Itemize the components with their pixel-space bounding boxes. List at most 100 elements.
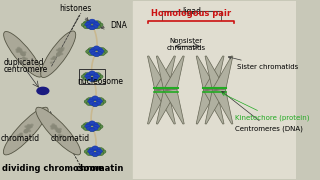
Bar bbox=[133, 1, 296, 179]
Circle shape bbox=[97, 98, 104, 102]
Circle shape bbox=[19, 134, 22, 135]
Circle shape bbox=[56, 129, 59, 131]
Circle shape bbox=[22, 57, 25, 58]
Text: DNA: DNA bbox=[101, 21, 127, 30]
Circle shape bbox=[95, 148, 101, 151]
Circle shape bbox=[89, 152, 95, 155]
Circle shape bbox=[94, 24, 101, 29]
Circle shape bbox=[52, 126, 55, 127]
Circle shape bbox=[94, 76, 101, 81]
Circle shape bbox=[51, 128, 53, 129]
Circle shape bbox=[23, 54, 25, 55]
Circle shape bbox=[28, 126, 30, 127]
Ellipse shape bbox=[41, 31, 76, 78]
Circle shape bbox=[86, 73, 92, 76]
Circle shape bbox=[97, 149, 102, 153]
Circle shape bbox=[58, 131, 60, 132]
Circle shape bbox=[89, 19, 95, 23]
Circle shape bbox=[25, 130, 27, 131]
Circle shape bbox=[84, 24, 91, 29]
Circle shape bbox=[25, 126, 27, 127]
Text: Kinetochore (protein): Kinetochore (protein) bbox=[222, 93, 310, 121]
Circle shape bbox=[94, 53, 100, 57]
Circle shape bbox=[88, 100, 94, 103]
Circle shape bbox=[92, 97, 99, 101]
Circle shape bbox=[25, 131, 28, 133]
Circle shape bbox=[86, 25, 92, 28]
Circle shape bbox=[16, 51, 19, 52]
Circle shape bbox=[28, 127, 31, 128]
Circle shape bbox=[86, 21, 92, 24]
Text: Sister chromatids: Sister chromatids bbox=[228, 56, 298, 69]
Circle shape bbox=[89, 127, 96, 131]
Text: ligad: ligad bbox=[182, 7, 201, 16]
Circle shape bbox=[84, 126, 91, 131]
Circle shape bbox=[57, 49, 59, 51]
Text: nucleosome: nucleosome bbox=[77, 77, 124, 86]
Circle shape bbox=[60, 49, 62, 51]
Circle shape bbox=[58, 50, 61, 51]
Circle shape bbox=[23, 59, 26, 61]
Text: duplicated: duplicated bbox=[4, 58, 44, 67]
Circle shape bbox=[94, 46, 100, 50]
Circle shape bbox=[92, 102, 99, 106]
Circle shape bbox=[22, 53, 24, 54]
Circle shape bbox=[58, 53, 60, 54]
Polygon shape bbox=[205, 89, 225, 124]
Circle shape bbox=[59, 129, 61, 130]
Circle shape bbox=[56, 128, 58, 129]
Circle shape bbox=[57, 130, 60, 131]
Circle shape bbox=[96, 23, 103, 27]
Circle shape bbox=[86, 127, 92, 130]
Circle shape bbox=[97, 151, 104, 156]
Circle shape bbox=[84, 76, 91, 81]
Circle shape bbox=[24, 131, 27, 133]
Circle shape bbox=[97, 101, 104, 106]
Circle shape bbox=[81, 75, 88, 79]
Circle shape bbox=[100, 50, 108, 54]
Circle shape bbox=[89, 128, 95, 132]
Circle shape bbox=[55, 128, 57, 129]
Circle shape bbox=[21, 53, 23, 54]
Circle shape bbox=[21, 53, 23, 55]
Circle shape bbox=[92, 103, 98, 107]
Circle shape bbox=[26, 129, 28, 131]
Circle shape bbox=[18, 47, 20, 49]
Circle shape bbox=[28, 125, 31, 127]
Circle shape bbox=[19, 49, 21, 50]
Circle shape bbox=[18, 49, 20, 51]
Text: centromere: centromere bbox=[4, 65, 48, 74]
Circle shape bbox=[94, 23, 100, 26]
Circle shape bbox=[58, 131, 60, 132]
Circle shape bbox=[57, 130, 59, 132]
Circle shape bbox=[84, 123, 91, 127]
Circle shape bbox=[54, 126, 57, 128]
Circle shape bbox=[58, 53, 60, 55]
Circle shape bbox=[92, 73, 98, 76]
Circle shape bbox=[89, 72, 96, 76]
Polygon shape bbox=[164, 56, 184, 91]
Circle shape bbox=[25, 131, 27, 133]
Circle shape bbox=[92, 147, 99, 151]
Polygon shape bbox=[155, 56, 175, 91]
Circle shape bbox=[62, 48, 64, 49]
Circle shape bbox=[18, 50, 20, 51]
Circle shape bbox=[94, 73, 101, 77]
Circle shape bbox=[84, 100, 91, 104]
Circle shape bbox=[60, 53, 63, 55]
Circle shape bbox=[89, 77, 96, 81]
Circle shape bbox=[85, 75, 91, 78]
Circle shape bbox=[56, 130, 58, 132]
Circle shape bbox=[92, 152, 99, 156]
Circle shape bbox=[86, 77, 92, 80]
Circle shape bbox=[97, 48, 102, 51]
Circle shape bbox=[86, 151, 93, 156]
Circle shape bbox=[61, 135, 63, 137]
Circle shape bbox=[92, 25, 98, 28]
Circle shape bbox=[57, 130, 59, 131]
Polygon shape bbox=[148, 56, 168, 91]
Text: Centromeres (DNA): Centromeres (DNA) bbox=[222, 91, 303, 132]
Circle shape bbox=[89, 25, 96, 30]
Polygon shape bbox=[164, 89, 184, 124]
Circle shape bbox=[94, 75, 100, 78]
